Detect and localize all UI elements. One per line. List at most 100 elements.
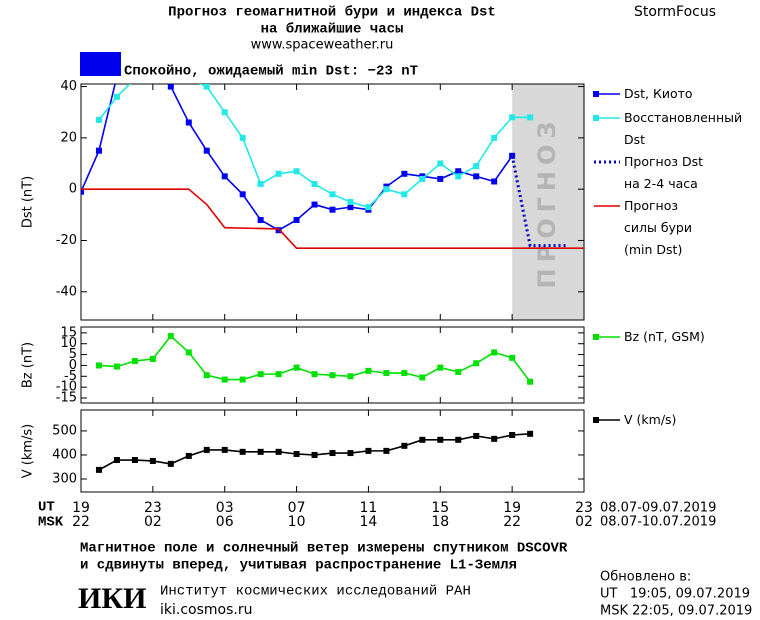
plot-frame xyxy=(80,409,585,493)
marker xyxy=(275,227,282,234)
marker xyxy=(437,175,444,182)
marker xyxy=(455,168,462,175)
marker xyxy=(95,116,102,123)
y-tick-label: -15 xyxy=(56,391,77,406)
y-tick-label: 40 xyxy=(60,79,77,94)
msk-label: MSK xyxy=(38,515,64,531)
marker xyxy=(347,199,354,205)
x-tick-label: 23 xyxy=(575,500,593,516)
y-tick-label: 15 xyxy=(60,325,77,340)
marker xyxy=(293,216,300,223)
subtitle: на ближайшие часы xyxy=(261,22,404,38)
marker xyxy=(95,362,102,369)
marker xyxy=(131,457,138,464)
marker xyxy=(527,378,534,385)
marker xyxy=(347,373,354,380)
marker xyxy=(203,372,210,379)
marker xyxy=(221,446,228,453)
x-tick-label: 22 xyxy=(503,514,521,530)
marker xyxy=(437,160,444,167)
legend-label: Bz (nT, GSM) xyxy=(624,329,705,344)
marker xyxy=(437,436,444,443)
x-tick-label: 14 xyxy=(360,514,378,530)
marker xyxy=(275,170,282,177)
legend-label: Dst, Киото xyxy=(624,86,693,101)
marker xyxy=(203,147,210,154)
y-tick-label: 5 xyxy=(69,347,77,362)
marker xyxy=(311,451,318,458)
marker xyxy=(329,450,336,457)
marker xyxy=(365,447,372,454)
y-tick-label: 20 xyxy=(60,130,77,145)
x-tick-label: 22 xyxy=(72,514,90,530)
marker xyxy=(455,436,462,443)
marker xyxy=(383,447,390,454)
marker xyxy=(419,436,426,443)
forecast-region xyxy=(512,84,584,320)
marker xyxy=(329,206,336,213)
marker xyxy=(221,109,228,116)
y-axis-label: V (km/s) xyxy=(21,424,36,479)
x-tick-label: 19 xyxy=(503,500,521,516)
series-group xyxy=(95,333,534,385)
marker xyxy=(221,376,228,383)
marker xyxy=(401,191,408,198)
marker xyxy=(401,370,408,377)
logo: ИКИ xyxy=(78,582,146,615)
x-tick-label: 23 xyxy=(144,500,162,516)
marker xyxy=(95,147,102,154)
note: и сдвинуты вперед, учитывая распростране… xyxy=(80,558,517,574)
marker xyxy=(509,152,516,159)
marker xyxy=(527,114,534,121)
status-text: Спокойно, ожидаемый min Dst: −23 nT xyxy=(124,64,418,80)
marker xyxy=(149,355,156,362)
series-line xyxy=(510,155,567,248)
status-box xyxy=(80,52,121,76)
marker xyxy=(257,181,264,188)
marker xyxy=(419,175,426,182)
legend-label: V (km/s) xyxy=(624,412,677,427)
series-group xyxy=(81,84,584,249)
legend-label: Прогноз силы бури (min Dst) xyxy=(624,198,692,257)
y-tick-label: -20 xyxy=(56,233,77,248)
marker xyxy=(257,216,264,223)
legend-marker xyxy=(593,417,599,423)
marker xyxy=(257,371,264,378)
marker xyxy=(185,119,192,126)
marker xyxy=(509,114,516,121)
marker xyxy=(491,134,498,141)
legend-label: Прогноз Dst на 2-4 часа xyxy=(624,154,704,191)
ut-range: 08.07-09.07.2019 xyxy=(600,501,716,516)
msk-range: 08.07-10.07.2019 xyxy=(600,515,716,530)
marker xyxy=(239,191,246,198)
url: www.spaceweather.ru xyxy=(251,38,394,53)
title: Прогноз геомагнитной бури и индекса Dst xyxy=(168,5,496,21)
marker xyxy=(491,435,498,442)
marker xyxy=(293,364,300,371)
marker xyxy=(113,363,120,370)
marker xyxy=(275,448,282,455)
marker xyxy=(437,364,444,371)
marker xyxy=(473,173,480,180)
marker xyxy=(329,372,336,379)
plot-frame xyxy=(80,326,585,404)
x-tick-label: 03 xyxy=(216,500,234,516)
marker xyxy=(167,333,174,340)
series-line xyxy=(98,433,531,471)
series-line xyxy=(81,84,513,232)
legend-marker xyxy=(593,91,599,97)
marker xyxy=(347,204,354,211)
y-tick-label: -40 xyxy=(56,284,77,299)
y-tick-label: 400 xyxy=(52,447,77,462)
marker xyxy=(365,367,372,374)
marker xyxy=(239,376,246,383)
marker xyxy=(401,442,408,449)
marker xyxy=(509,354,516,361)
marker xyxy=(311,181,318,188)
marker xyxy=(239,134,246,141)
marker xyxy=(383,186,390,193)
marker xyxy=(167,84,174,90)
x-tick-label: 06 xyxy=(216,514,234,530)
